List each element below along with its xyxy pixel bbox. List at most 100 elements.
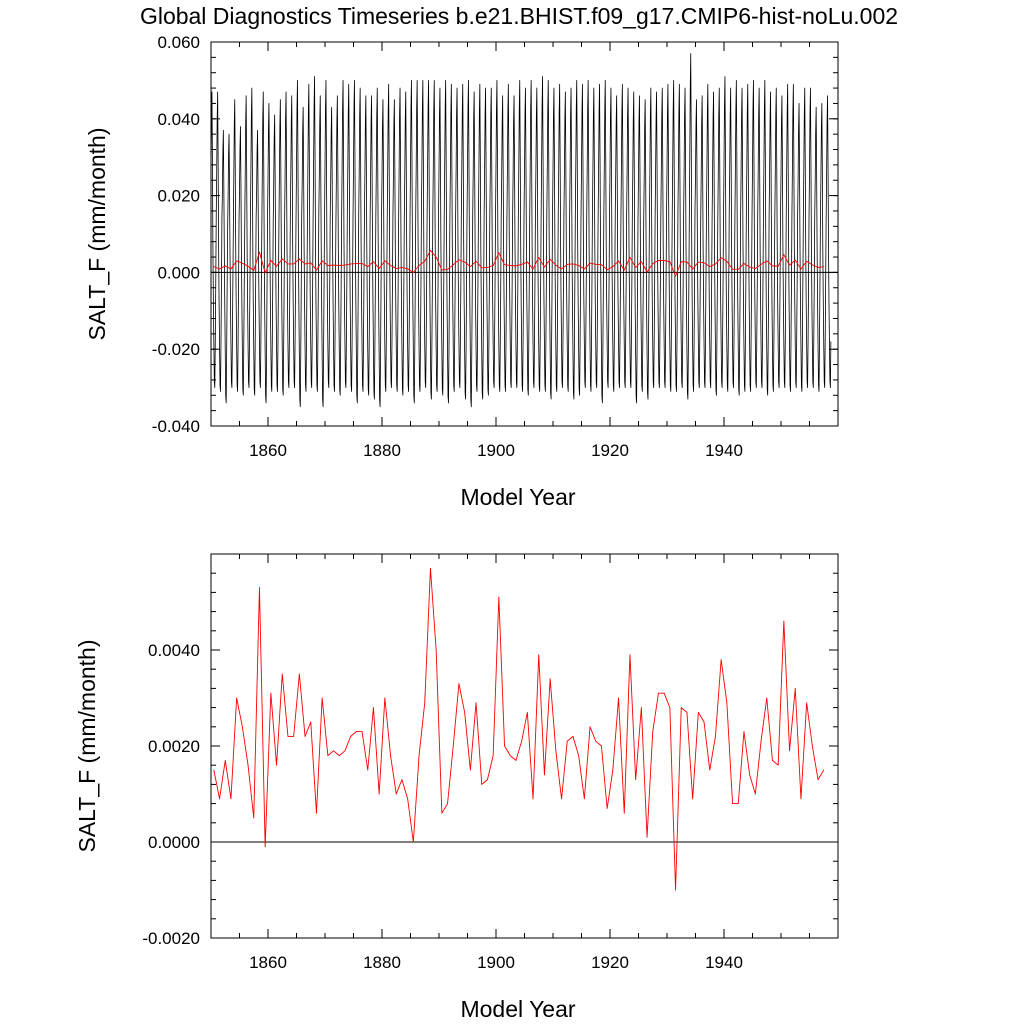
- top-annual-point: [646, 271, 648, 273]
- bottom-annual-point: [487, 779, 488, 780]
- top-annual-point: [538, 257, 540, 258]
- top-annual-point: [572, 263, 574, 265]
- bottom-annual-point: [811, 745, 813, 747]
- bottom-annual-point: [521, 740, 523, 742]
- top-annual-point: [304, 263, 306, 265]
- top-annual-point: [504, 264, 505, 266]
- bottom-annual-point: [384, 697, 386, 699]
- bottom-x-tick-label: 1860: [249, 953, 287, 972]
- top-annual-point: [350, 263, 352, 265]
- top-annual-point: [481, 267, 483, 269]
- bottom-annual-point: [435, 649, 437, 651]
- top-annual-point: [390, 265, 391, 266]
- top-annual-point: [743, 263, 745, 264]
- top-annual-point: [230, 268, 232, 270]
- bottom-x-axis-label: Model Year: [460, 996, 575, 1022]
- bottom-annual-point: [316, 812, 317, 814]
- top-annual-point: [692, 268, 694, 270]
- top-annual-point: [355, 263, 357, 264]
- bottom-annual-point: [344, 750, 346, 752]
- top-annual-point: [549, 258, 551, 260]
- top-annual-point: [316, 269, 317, 271]
- top-annual-point: [766, 260, 768, 262]
- top-annual-point: [794, 259, 796, 261]
- top-annual-point: [264, 272, 266, 274]
- top-annual-point: [680, 261, 682, 263]
- bottom-annual-point: [481, 784, 483, 785]
- bottom-annual-point: [578, 755, 580, 756]
- top-annual-point: [555, 264, 557, 266]
- bottom-annual-point: [555, 750, 557, 752]
- bottom-y-tick-label: 0.0020: [148, 737, 200, 756]
- bottom-annual-point: [789, 750, 790, 752]
- bottom-annual-point: [412, 841, 414, 843]
- top-annual-point: [544, 266, 545, 268]
- top-annual-point: [395, 268, 397, 269]
- top-annual-point: [589, 262, 591, 264]
- top-annual-point: [749, 266, 751, 268]
- top-annual-point: [658, 260, 659, 261]
- top-annual-point: [321, 260, 323, 262]
- bottom-annual-point: [310, 721, 312, 723]
- bottom-annual-point: [709, 769, 711, 771]
- bottom-annual-point: [772, 760, 773, 761]
- bottom-annual-point: [509, 755, 511, 756]
- top-annual-point: [583, 268, 585, 270]
- bottom-annual-point: [447, 803, 448, 804]
- bottom-annual-point: [276, 764, 277, 766]
- top-annual-point: [629, 257, 631, 258]
- top-annual-point: [720, 257, 722, 259]
- top-annual-point: [247, 265, 249, 267]
- bottom-annual-point: [230, 798, 232, 800]
- bottom-annual-point: [452, 745, 454, 747]
- bottom-annual-point: [458, 683, 460, 684]
- bottom-annual-point: [287, 736, 289, 737]
- bottom-annual-point: [298, 673, 300, 675]
- top-annual-point: [532, 268, 534, 270]
- top-annual-point: [618, 260, 619, 262]
- bottom-annual-point: [355, 731, 357, 732]
- top-annual-point: [378, 268, 380, 269]
- bottom-annual-point: [595, 740, 597, 742]
- top-monthly-series: [210, 53, 832, 408]
- bottom-annual-point: [361, 731, 363, 732]
- top-annual-point: [817, 267, 819, 268]
- top-annual-point: [635, 267, 637, 268]
- top-annual-point: [487, 267, 488, 268]
- top-x-tick-label: 1880: [363, 441, 401, 460]
- bottom-annual-point: [492, 755, 494, 756]
- bottom-annual-point: [658, 692, 659, 694]
- top-y-tick-label: -0.040: [152, 417, 200, 436]
- top-x-tick-label: 1940: [705, 441, 743, 460]
- top-annual-point: [418, 265, 420, 266]
- top-annual-point: [623, 269, 625, 271]
- top-annual-point: [703, 262, 705, 264]
- top-annual-point: [241, 262, 243, 264]
- top-annual-point: [640, 261, 642, 263]
- plot-frame-bottom: [210, 553, 839, 939]
- bottom-annual-point: [224, 760, 226, 761]
- panel-top: 1860 1880 1900 1920 1940 -0.040 -0.020 0.000 0.0…: [84, 33, 839, 510]
- top-annual-point: [754, 268, 756, 269]
- top-annual-point: [526, 261, 528, 263]
- top-monthly-line: [210, 53, 832, 408]
- top-annual-point: [407, 268, 409, 270]
- top-annual-point: [367, 266, 369, 268]
- top-y-tick-label: 0.060: [157, 33, 200, 52]
- top-annual-point: [760, 263, 762, 265]
- top-y-axis-label: SALT_F (mm/month): [84, 128, 110, 341]
- bottom-annual-point: [504, 745, 505, 747]
- bottom-annual-point: [697, 712, 699, 713]
- bottom-annual-point: [259, 587, 260, 588]
- top-annual-point: [697, 261, 699, 263]
- bottom-annual-point: [743, 731, 745, 732]
- top-annual-point: [595, 263, 597, 265]
- bottom-annual-point: [401, 779, 403, 780]
- top-annual-point: [401, 267, 403, 268]
- bottom-annual-point: [783, 620, 785, 622]
- top-annual-point: [475, 260, 477, 262]
- bottom-annual-mean-line: [213, 567, 825, 891]
- bottom-annual-point: [538, 654, 540, 656]
- top-annual-point: [281, 258, 283, 260]
